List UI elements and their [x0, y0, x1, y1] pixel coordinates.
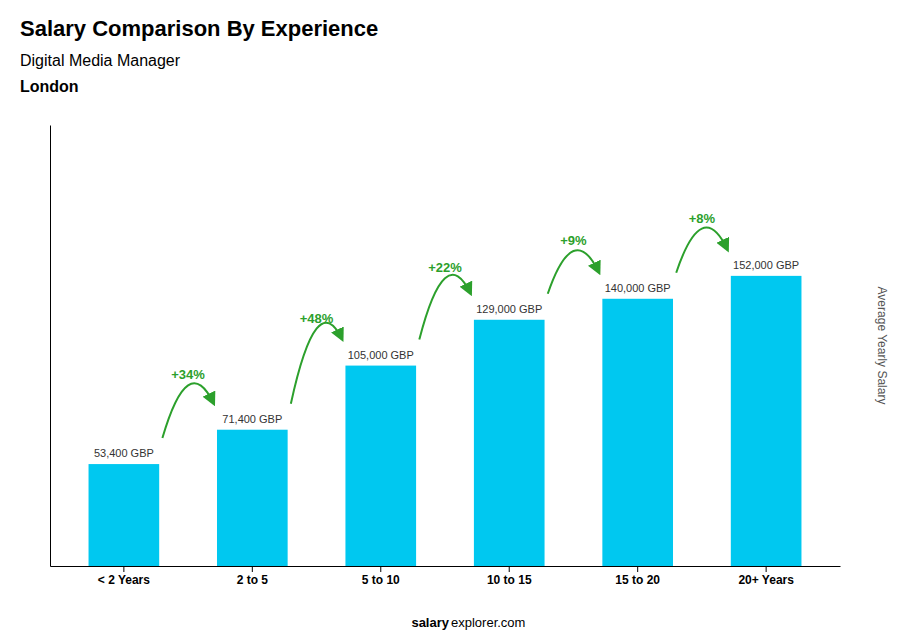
x-tick-label: 2 to 5 — [237, 573, 269, 587]
bars — [89, 276, 802, 566]
x-tick: 5 to 10 — [362, 566, 400, 587]
growth-arrows — [162, 228, 727, 438]
title: Salary Comparison By Experience — [20, 16, 378, 41]
x-tick-mark — [637, 566, 638, 572]
x-tick: < 2 Years — [98, 566, 150, 587]
pct-annotation: +48% — [300, 311, 334, 326]
x-tick-mark — [380, 566, 381, 572]
pct-annotation: +9% — [560, 233, 587, 248]
bar — [731, 276, 802, 566]
y-axis-line — [50, 126, 51, 567]
bar — [474, 320, 545, 566]
bar — [602, 299, 673, 566]
growth-arrow — [162, 383, 213, 438]
x-tick-mark — [766, 566, 767, 572]
chart-svg: Salary Comparison By Experience Digital M… — [0, 0, 900, 641]
x-tick-label: 20+ Years — [738, 573, 794, 587]
bar — [217, 430, 288, 566]
bar — [345, 366, 416, 566]
x-tick-label: 10 to 15 — [487, 573, 532, 587]
chart-container: Salary Comparison By Experience Digital M… — [0, 0, 900, 641]
data-label: 129,000 GBP — [476, 303, 542, 315]
x-tick-mark — [252, 566, 253, 572]
growth-arrow — [676, 228, 727, 273]
data-labels: 53,400 GBP 71,400 GBP 105,000 GBP 129,000 G… — [94, 259, 799, 459]
data-label: 71,400 GBP — [222, 413, 282, 425]
growth-arrow — [291, 323, 342, 404]
data-label: 53,400 GBP — [94, 447, 154, 459]
pct-annotation: +22% — [428, 260, 462, 275]
y-axis — [50, 126, 51, 567]
x-axis: < 2 Years 2 to 5 5 to 10 10 to 15 15 to 20 20… — [51, 566, 841, 587]
x-tick-label: < 2 Years — [98, 573, 150, 587]
subtitle: London — [20, 78, 79, 95]
data-label: 140,000 GBP — [605, 282, 671, 294]
annotations: +34% +48% +22% +9% +8% — [171, 211, 715, 383]
x-tick: 2 to 5 — [237, 566, 269, 587]
y-axis-title: Average Yearly Salary — [875, 287, 889, 405]
subtitle: Digital Media Manager — [20, 52, 181, 69]
bar — [89, 464, 160, 566]
data-label: 105,000 GBP — [348, 349, 414, 361]
x-tick-mark — [123, 566, 124, 572]
growth-arrow — [548, 250, 599, 294]
x-tick-label: 5 to 10 — [362, 573, 400, 587]
x-tick-label: 15 to 20 — [615, 573, 660, 587]
pct-annotation: +8% — [689, 211, 716, 226]
x-tick: 10 to 15 — [487, 566, 532, 587]
footer: salaryexplorer.com — [411, 615, 525, 630]
footer-bold: salary — [411, 615, 449, 630]
pct-annotation: +34% — [171, 367, 205, 382]
x-tick-mark — [509, 566, 510, 572]
x-tick: 20+ Years — [738, 566, 794, 587]
growth-arrow — [419, 275, 470, 340]
x-axis-line — [51, 566, 841, 567]
data-label: 152,000 GBP — [733, 259, 799, 271]
x-tick: 15 to 20 — [615, 566, 660, 587]
footer-normal: explorer.com — [451, 615, 525, 630]
